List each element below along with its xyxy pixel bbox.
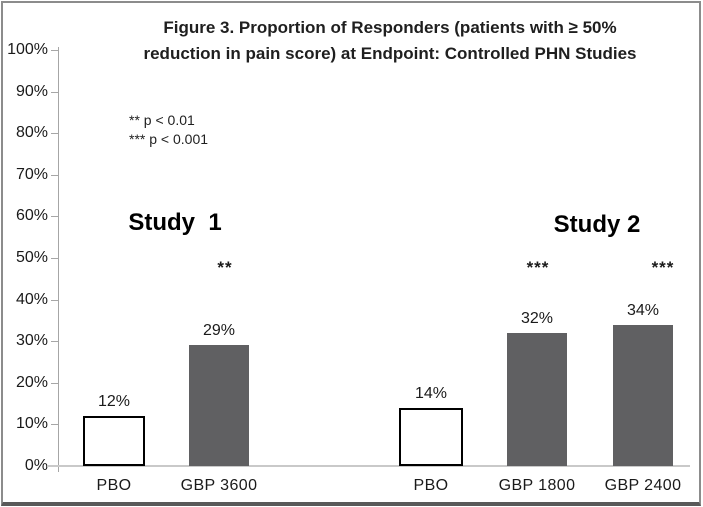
bar-gbp-2400 — [613, 325, 673, 466]
bar-pbo — [83, 416, 145, 466]
y-tick-label: 20% — [15, 374, 48, 391]
y-tick-label: 60% — [15, 207, 48, 224]
y-tick-mark — [51, 300, 58, 301]
significance-marker-gbp-2400: *** — [651, 258, 675, 277]
x-tick-label-gbp-1800: GBP 1800 — [498, 477, 576, 494]
y-tick-label: 70% — [15, 166, 48, 183]
group-label-study-2: Study 2 — [553, 211, 641, 238]
y-axis-bottom-tick — [58, 466, 59, 472]
y-tick-mark — [51, 216, 58, 217]
y-tick-mark — [51, 341, 58, 342]
bar-gbp-1800 — [507, 333, 567, 466]
y-axis-line — [58, 47, 59, 466]
chart-title: Figure 3. Proportion of Responders (pati… — [120, 15, 660, 67]
y-tick-label: 50% — [15, 249, 48, 266]
y-tick-label: 100% — [7, 41, 48, 58]
bar-value-label-pbo: 12% — [97, 393, 131, 410]
y-tick-mark — [51, 383, 58, 384]
x-tick-label-gbp-2400: GBP 2400 — [604, 477, 682, 494]
bar-value-label-pbo: 14% — [414, 385, 448, 402]
significance-marker-gbp-3600: ** — [217, 258, 233, 277]
x-tick-label-pbo: PBO — [413, 477, 449, 494]
y-tick-mark — [51, 258, 58, 259]
x-tick-label-pbo: PBO — [96, 477, 132, 494]
bar-value-label-gbp-2400: 34% — [626, 302, 660, 319]
y-tick-mark — [51, 92, 58, 93]
y-tick-mark — [51, 50, 58, 51]
y-tick-mark — [51, 175, 58, 176]
bar-value-label-gbp-3600: 29% — [202, 322, 236, 339]
bar-gbp-3600 — [189, 345, 249, 466]
p-value-note-2: *** p < 0.001 — [129, 131, 209, 147]
p-value-note-1: ** p < 0.01 — [129, 112, 195, 128]
chart-title-line-2: reduction in pain score) at Endpoint: Co… — [143, 44, 637, 63]
chart-title-line-1: Figure 3. Proportion of Responders (pati… — [163, 18, 617, 37]
y-tick-label: 10% — [15, 415, 48, 432]
x-axis-line — [47, 465, 690, 467]
y-tick-label: 90% — [15, 83, 48, 100]
y-tick-mark — [51, 424, 58, 425]
y-tick-label: 80% — [15, 124, 48, 141]
group-label-study-1: Study 1 — [128, 209, 222, 236]
significance-marker-gbp-1800: *** — [526, 258, 550, 277]
y-tick-label: 40% — [15, 291, 48, 308]
x-tick-label-gbp-3600: GBP 3600 — [180, 477, 258, 494]
y-tick-label: 0% — [24, 457, 48, 474]
bar-pbo — [399, 408, 463, 466]
bar-value-label-gbp-1800: 32% — [520, 310, 554, 327]
y-tick-label: 30% — [15, 332, 48, 349]
y-tick-mark — [51, 133, 58, 134]
